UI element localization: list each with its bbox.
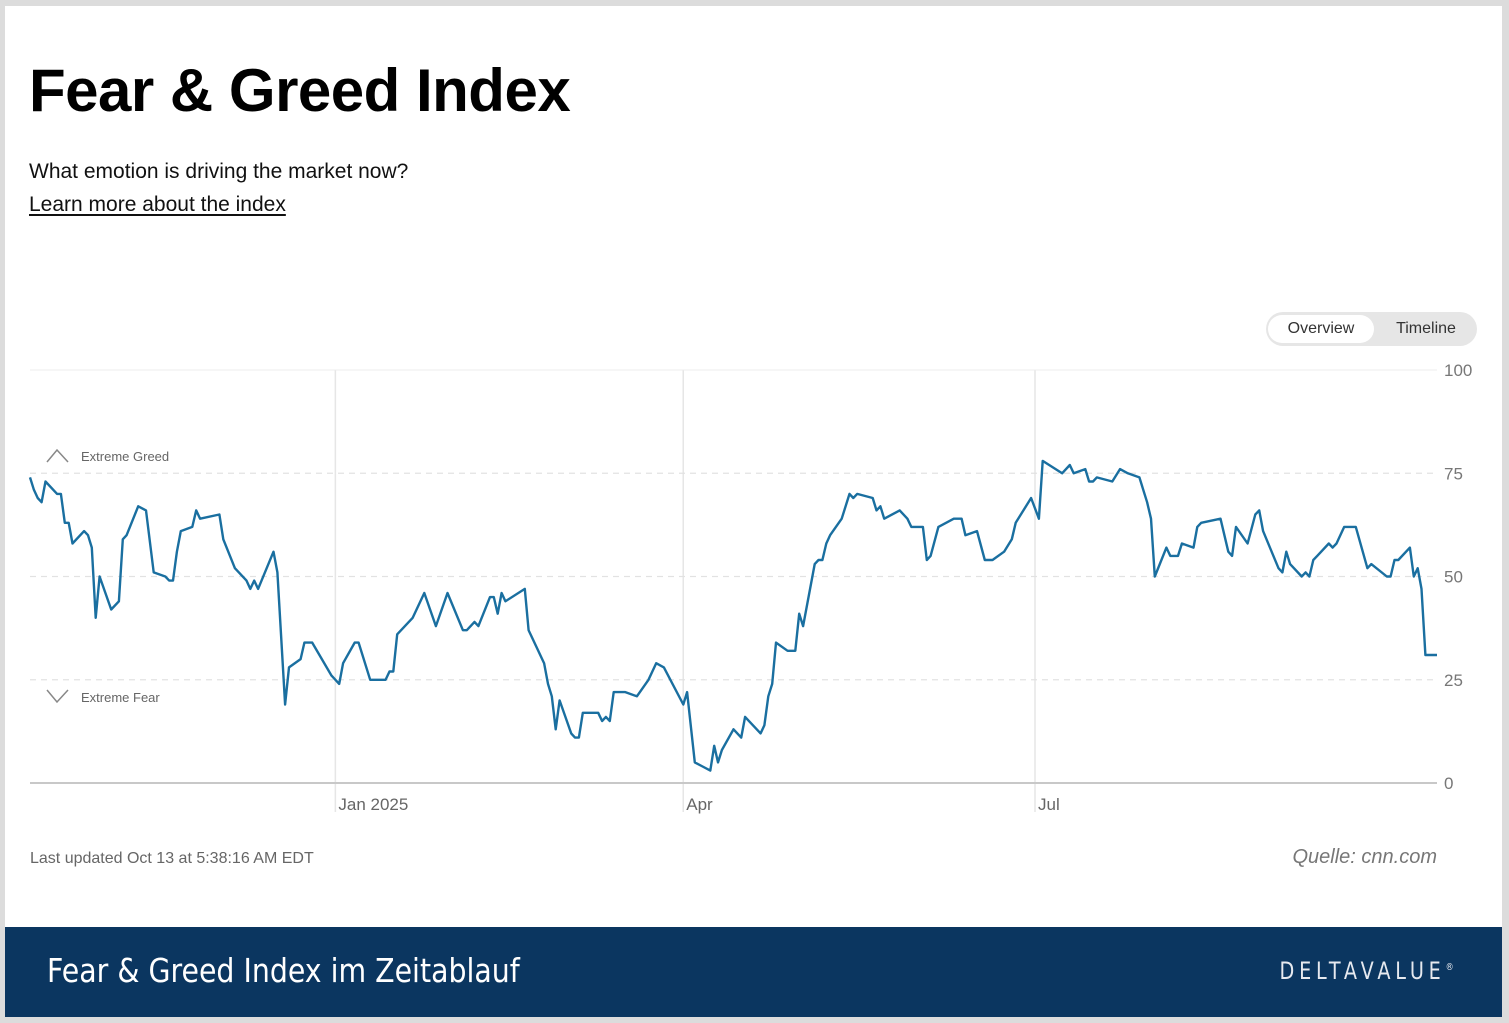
chart-labels: Jan 2025 Apr Jul 0 25 50 75 100 — [338, 361, 1472, 814]
fear-greed-card — [5, 6, 1502, 1017]
footer-banner: Fear & Greed Index im Zeitablauf DELTAVA… — [5, 927, 1502, 1017]
y-tick-label: 25 — [1444, 671, 1463, 690]
fear-greed-series-line — [28, 459, 1437, 772]
registered-mark: ® — [1446, 962, 1454, 973]
tab-timeline[interactable]: Timeline — [1396, 320, 1456, 337]
y-tick-label: 75 — [1444, 464, 1463, 483]
chart-line-layer — [28, 459, 1438, 772]
extreme-greed-chevron-up-icon — [46, 448, 69, 463]
extreme-greed-label: Extreme Greed — [81, 449, 170, 464]
page-title: Fear & Greed Index — [29, 57, 571, 124]
last-updated-text: Last updated Oct 13 at 5:38:16 AM EDT — [30, 850, 314, 867]
y-tick-label: 50 — [1444, 568, 1463, 587]
y-tick-label: 100 — [1444, 361, 1472, 380]
x-tick-label: Jul — [1038, 795, 1060, 814]
y-tick-label: 0 — [1444, 774, 1453, 793]
chart-grid — [30, 369, 1437, 812]
source-text: Quelle: cnn.com — [1292, 846, 1437, 868]
extreme-fear-chevron-down-icon — [46, 689, 69, 704]
banner-title: Fear & Greed Index im Zeitablauf — [47, 951, 520, 990]
view-toggle: Overview Timeline — [1266, 312, 1477, 346]
learn-more-link[interactable]: Learn more about the index — [29, 193, 286, 216]
x-tick-label: Jan 2025 — [338, 795, 408, 814]
deltavalue-logo: DELTAVALUE® — [1280, 957, 1454, 985]
x-tick-label: Apr — [686, 795, 713, 814]
page-subtitle: What emotion is driving the market now? — [29, 160, 409, 183]
logo-text: DELTAVALUE — [1279, 957, 1446, 985]
extreme-fear-label: Extreme Fear — [81, 690, 160, 705]
tab-overview[interactable]: Overview — [1268, 315, 1374, 343]
